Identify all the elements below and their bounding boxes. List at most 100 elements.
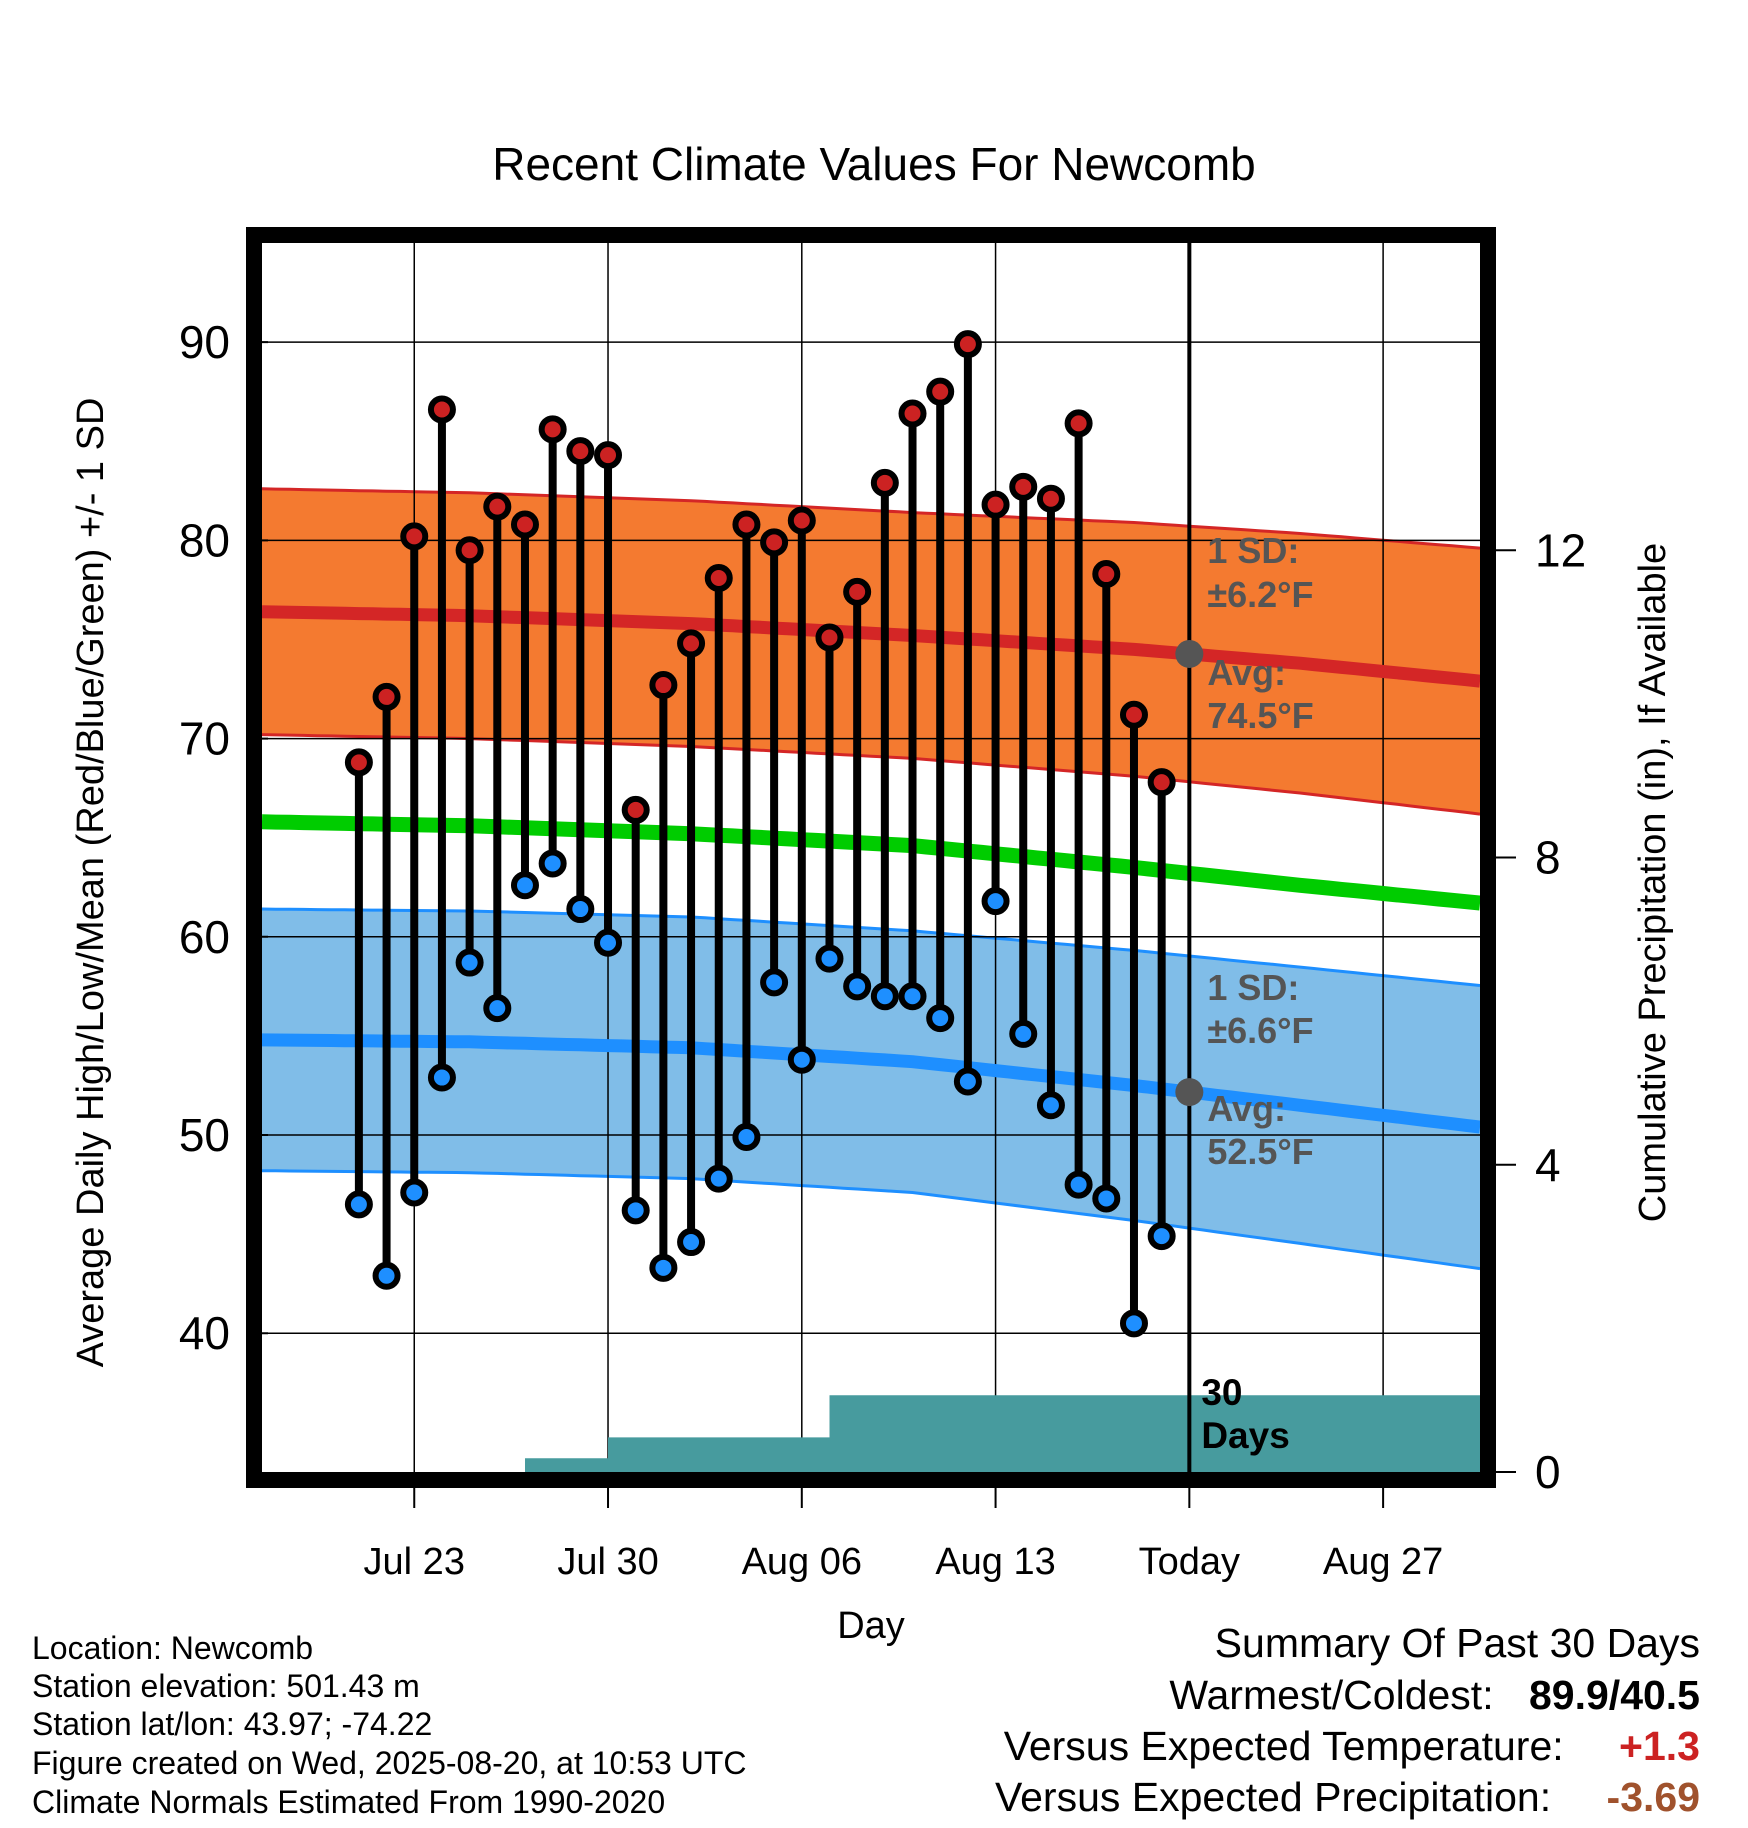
high-point [1147, 768, 1176, 797]
low-point [649, 1253, 678, 1282]
low-point [870, 982, 899, 1011]
y-tick-label: 40 [179, 1307, 230, 1359]
summary-warm-cold: Warmest/Coldest: 89.9/40.5 [1169, 1672, 1700, 1719]
low-point [621, 1196, 650, 1225]
y2-tick-label: 0 [1535, 1446, 1561, 1498]
high-point [483, 492, 512, 521]
high-sd-value: ±6.2°F [1207, 574, 1313, 615]
low-point [1009, 1019, 1038, 1048]
low-point [1092, 1184, 1121, 1213]
today-label-30: 30 [1201, 1372, 1242, 1413]
low-point [926, 1004, 955, 1033]
high-point [1119, 700, 1148, 729]
low-point [760, 968, 789, 997]
footer-normals: Climate Normals Estimated From 1990-2020 [32, 1784, 666, 1820]
low-point [594, 928, 623, 957]
summary-title: Summary Of Past 30 Days [1215, 1620, 1700, 1667]
high-point [427, 395, 456, 424]
low-point [427, 1063, 456, 1092]
high-point [732, 510, 761, 539]
y-axis-title: Average Daily High/Low/Mean (Red/Blue/Gr… [70, 398, 112, 1368]
footer-elevation: Station elevation: 501.43 m [32, 1668, 420, 1704]
y-tick-label: 60 [179, 911, 230, 963]
low-point [1147, 1222, 1176, 1251]
high-point [815, 623, 844, 652]
low-point [538, 849, 567, 878]
low-point [815, 944, 844, 973]
footer-location: Location: Newcomb [32, 1630, 314, 1666]
high-point [372, 682, 401, 711]
precip-value: -3.69 [1606, 1774, 1700, 1820]
low-point [953, 1067, 982, 1096]
high-sd-band [262, 488, 1480, 815]
high-point [953, 330, 982, 359]
low-point [483, 994, 512, 1023]
low-band-lower-edge [262, 1169, 1480, 1271]
low-point [981, 887, 1010, 916]
high-point [898, 399, 927, 428]
low-point [704, 1164, 733, 1193]
high-point [594, 441, 623, 470]
warm-cold-value: 89.9/40.5 [1529, 1672, 1700, 1718]
summary-title-text: Summary Of Past 30 Days [1214, 1620, 1700, 1666]
high-avg-value: 74.5°F [1207, 695, 1313, 736]
low-sd-label: 1 SD: [1207, 967, 1299, 1008]
high-point [981, 490, 1010, 519]
warm-cold-label: Warmest/Coldest: [1169, 1672, 1494, 1718]
y-tick-label: 80 [179, 514, 230, 566]
high-point [510, 510, 539, 539]
high-sd-label: 1 SD: [1207, 530, 1299, 571]
summary-temp: Versus Expected Temperature: +1.3 [1004, 1723, 1700, 1770]
y-tick-label: 50 [179, 1109, 230, 1161]
high-point [649, 671, 678, 700]
high-point [621, 795, 650, 824]
high-avg-line [262, 605, 1480, 688]
high-point [344, 748, 373, 777]
y2-tick-label: 4 [1535, 1139, 1561, 1191]
footer-created: Figure created on Wed, 2025-08-20, at 10… [32, 1745, 747, 1781]
high-point [566, 437, 595, 466]
high-point [760, 528, 789, 557]
high-point [400, 522, 429, 551]
y2-axis-title: Cumulative Precipitation (in), If Availa… [1632, 543, 1674, 1222]
y-tick-label: 90 [179, 316, 230, 368]
x-tick-label: Aug 13 [935, 1541, 1055, 1583]
high-avg-label: Avg: [1207, 652, 1286, 693]
low-point [1064, 1170, 1093, 1199]
high-point [787, 506, 816, 535]
x-tick-label: Jul 23 [364, 1541, 465, 1583]
summary-precip: Versus Expected Precipitation: -3.69 [995, 1774, 1700, 1821]
low-point [732, 1122, 761, 1151]
temp-value: +1.3 [1619, 1723, 1700, 1769]
low-avg-line [262, 1033, 1480, 1134]
low-band-upper-edge [262, 907, 1480, 987]
x-axis-title: Day [837, 1605, 905, 1647]
temp-label: Versus Expected Temperature: [1003, 1723, 1564, 1769]
high-point [926, 377, 955, 406]
low-point [677, 1228, 706, 1257]
y2-tick-label: 12 [1535, 524, 1586, 576]
mean-avg-line [262, 814, 1480, 911]
high-band-upper-edge [262, 487, 1480, 550]
low-point [400, 1178, 429, 1207]
plot-frame [246, 227, 1496, 1488]
low-point [898, 982, 927, 1011]
plot-area [262, 243, 1480, 1472]
high-point [870, 468, 899, 497]
high-point [843, 577, 872, 606]
x-tick-label: Today [1139, 1541, 1240, 1583]
high-point [677, 629, 706, 658]
high-avg-today-marker [1175, 639, 1204, 668]
low-point [510, 871, 539, 900]
low-point [1036, 1091, 1065, 1120]
high-point [1064, 409, 1093, 438]
x-tick-label: Jul 30 [557, 1541, 658, 1583]
precip-area [262, 1395, 1480, 1472]
high-point [538, 415, 567, 444]
high-point [704, 564, 733, 593]
y-tick-label: 70 [179, 713, 230, 765]
low-avg-label: Avg: [1207, 1088, 1286, 1129]
low-point [455, 948, 484, 977]
low-point [787, 1045, 816, 1074]
